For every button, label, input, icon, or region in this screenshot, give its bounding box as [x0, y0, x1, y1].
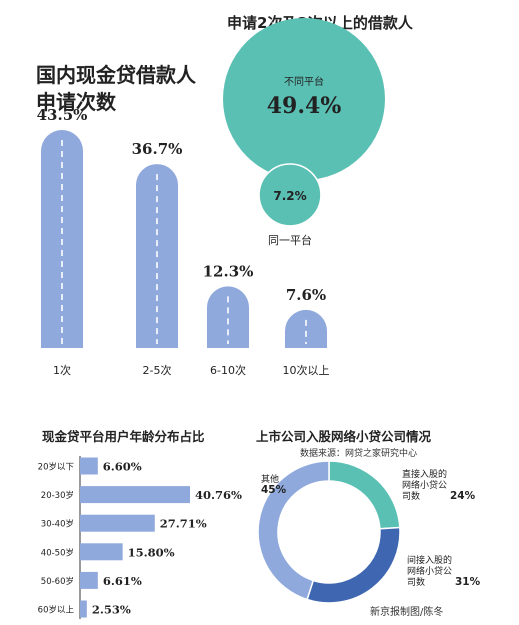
age-category-label-2: 20-30岁	[41, 490, 74, 501]
multi-apply-chart: 不同平台 49.4% 7.2% 同一平台	[223, 18, 385, 247]
age-category-label-3: 30-40岁	[41, 519, 74, 530]
age-category-label-4: 40-50岁	[41, 547, 74, 558]
donut-label-1: 直接入股的网络小贷公司数 24%	[402, 468, 476, 502]
bar-value-label-1: 43.5%	[37, 106, 88, 124]
bar-value-label-3: 12.3%	[203, 262, 254, 280]
donut-slice-1	[328, 460, 401, 530]
bar-category-label-4: 10次以上	[283, 363, 330, 377]
bar-value-label-4: 7.6%	[286, 286, 326, 304]
bar-3	[207, 286, 249, 348]
age-value-label-6: 2.53%	[92, 603, 131, 617]
donut-value-1: 24%	[450, 490, 476, 502]
bubble-different-platform-label: 不同平台	[284, 75, 324, 88]
bar-category-label-3: 6-10次	[210, 363, 246, 377]
donut-credit: 新京报制图/陈冬	[370, 607, 444, 618]
bar-4	[285, 309, 327, 348]
age-title: 现金贷平台用户年龄分布占比	[42, 429, 205, 444]
donut-label-line: 其他	[261, 473, 279, 485]
bubble-same-platform-value: 7.2%	[273, 189, 306, 203]
age-bar-5	[80, 571, 98, 589]
donut-label-line: 司数	[407, 576, 425, 588]
donut-title: 上市公司入股网络小贷公司情况	[256, 429, 432, 444]
bubble-different-platform	[223, 18, 385, 180]
donut-value-3: 45%	[261, 484, 287, 496]
age-value-label-4: 15.80%	[128, 545, 175, 559]
donut-slice-2	[306, 526, 401, 604]
age-bar-4	[80, 543, 123, 561]
donut-label-line: 网络小贷公	[402, 479, 447, 491]
donut-label-2: 间接入股的网络小贷公司数 31%	[407, 554, 481, 588]
bubble-different-platform-value: 49.4%	[267, 93, 342, 119]
applications-title-line2: 申请次数	[36, 90, 116, 114]
donut-slice-3	[257, 460, 330, 601]
age-category-label-6: 60岁以上	[38, 605, 75, 616]
age-category-label-1: 20岁以下	[38, 462, 75, 473]
bar-category-label-2: 2-5次	[143, 363, 172, 377]
applications-chart: 43.5% 1次 36.7% 2-5次 12.3% 6-10次 7.6% 10次以上	[37, 106, 330, 377]
donut-source: 数据来源：网贷之家研究中心	[300, 449, 418, 459]
age-value-label-5: 6.61%	[103, 574, 142, 588]
donut-label-line: 司数	[402, 490, 420, 502]
applications-title-line1: 国内现金贷借款人	[36, 63, 196, 87]
applications-title: 国内现金贷借款人 申请次数	[36, 62, 236, 116]
age-value-label-3: 27.71%	[160, 517, 207, 531]
donut-label-line: 直接入股的	[402, 468, 447, 480]
age-value-label-2: 40.76%	[195, 488, 242, 502]
age-bar-3	[80, 514, 155, 532]
donut-value-2: 31%	[455, 576, 481, 588]
age-bar-1	[80, 457, 98, 475]
donut-label-line: 间接入股的	[407, 554, 452, 566]
age-bar-6	[80, 600, 87, 618]
bubble-same-platform-label: 同一平台	[268, 233, 312, 247]
donut-label-line: 网络小贷公	[407, 565, 452, 577]
age-category-label-5: 50-60岁	[41, 576, 74, 587]
age-bar-2	[80, 486, 190, 504]
age-value-label-1: 6.60%	[103, 460, 142, 474]
bubble-same-platform	[258, 163, 322, 227]
donut-label-3: 其他 45%	[261, 473, 287, 496]
bar-value-label-2: 36.7%	[132, 140, 183, 158]
bar-category-label-1: 1次	[53, 363, 71, 377]
